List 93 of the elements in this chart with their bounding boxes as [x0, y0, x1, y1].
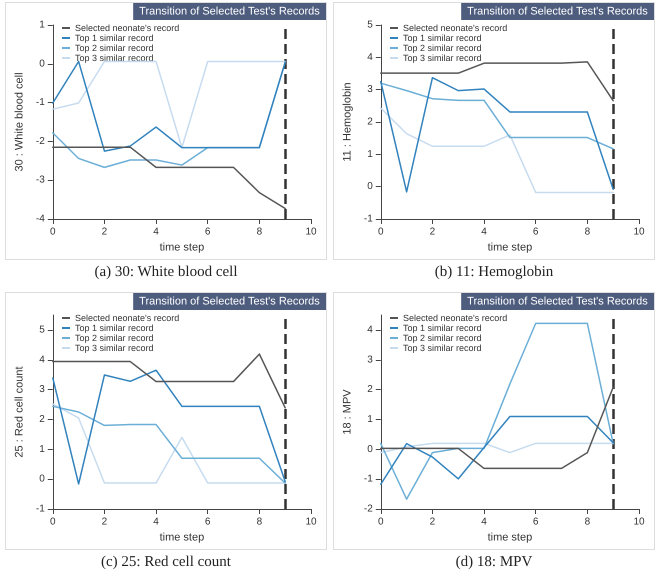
- x-tick-label: 2: [430, 516, 436, 528]
- legend-label: Selected neonate's record: [403, 313, 508, 323]
- x-axis-title: time step: [160, 241, 204, 254]
- x-tick-label: 10: [305, 226, 317, 238]
- x-tick-label: 4: [481, 226, 488, 238]
- x-tick-label: 0: [378, 516, 384, 528]
- y-tick-label: 0: [39, 58, 46, 70]
- legend-label: Top 3 similar record: [75, 53, 154, 63]
- legend-label: Selected neonate's record: [75, 23, 180, 33]
- legend-label: Top 1 similar record: [403, 323, 482, 333]
- line-series: [380, 61, 614, 102]
- x-tick-label: 8: [584, 516, 591, 528]
- y-tick-label: -1: [364, 214, 374, 224]
- x-tick-label: 0: [50, 516, 56, 528]
- chart-title: Transition of Selected Test's Records: [467, 296, 648, 308]
- y-tick-label: 5: [367, 20, 374, 30]
- x-tick-label: 0: [378, 226, 384, 238]
- line-series: [380, 82, 614, 150]
- legend-label: Top 1 similar record: [75, 323, 154, 333]
- line-series: [52, 146, 286, 210]
- line-series: [52, 369, 286, 485]
- legend-label: Top 3 similar record: [403, 53, 482, 63]
- y-tick-label: -2: [36, 136, 46, 147]
- legend-label: Top 2 similar record: [75, 333, 154, 343]
- y-tick-label: 0: [39, 474, 46, 485]
- y-tick-label: -2: [364, 504, 374, 514]
- x-axis-title: time step: [160, 531, 204, 544]
- text: (d) 18: MPV: [454, 554, 534, 571]
- y-tick-label: 2: [367, 116, 374, 128]
- y-axis-title: 11 : Hemoglobin: [342, 82, 354, 162]
- text: (c) 25: Red cell count: [100, 554, 232, 571]
- line-series: [380, 107, 614, 194]
- x-tick-label: 10: [305, 516, 317, 528]
- x-tick-label: 6: [204, 516, 211, 528]
- y-tick-label: 1: [39, 20, 46, 30]
- x-tick-label: 2: [102, 226, 108, 238]
- x-tick-label: 4: [481, 516, 488, 528]
- x-tick-label: 6: [532, 516, 539, 528]
- y-tick-label: 4: [39, 354, 46, 366]
- legend-label: Top 3 similar record: [75, 343, 154, 353]
- y-tick-label: 2: [367, 384, 374, 396]
- y-tick-label: 4: [367, 324, 374, 336]
- legend-label: Top 2 similar record: [403, 43, 482, 53]
- chart-title: Transition of Selected Test's Records: [467, 6, 648, 18]
- legend-label: Top 2 similar record: [75, 43, 154, 53]
- y-axis-title: 30 : White blood cell: [14, 72, 26, 172]
- y-tick-label: -3: [36, 174, 46, 186]
- y-tick-label: 3: [39, 384, 46, 396]
- y-tick-label: -1: [36, 97, 46, 108]
- y-tick-label: 4: [367, 52, 374, 63]
- y-tick-label: -1: [36, 504, 46, 514]
- x-tick-label: 10: [633, 516, 645, 528]
- x-tick-label: 8: [256, 226, 263, 238]
- x-tick-label: 6: [532, 226, 539, 238]
- y-tick-label: 5: [39, 324, 46, 336]
- x-tick-label: 0: [50, 226, 56, 238]
- y-tick-label: 0: [367, 444, 374, 455]
- chart-title: Transition of Selected Test's Records: [139, 6, 320, 18]
- line-series: [52, 353, 286, 409]
- x-tick-label: 4: [153, 516, 160, 528]
- legend-label: Selected neonate's record: [403, 23, 508, 33]
- x-axis-title: time step: [488, 241, 532, 254]
- y-tick-label: 1: [367, 148, 374, 160]
- y-tick-label: 2: [39, 414, 46, 425]
- legend-label: Selected neonate's record: [75, 313, 180, 323]
- x-tick-label: 10: [633, 226, 645, 238]
- y-axis-title: 18 : MPV: [342, 388, 354, 435]
- y-tick-label: 3: [367, 354, 374, 366]
- text: (a) 30: White blood cell: [93, 264, 238, 281]
- y-tick-label: 3: [367, 84, 374, 96]
- x-tick-label: 6: [204, 226, 211, 238]
- y-tick-label: 1: [367, 414, 374, 425]
- x-tick-label: 2: [102, 516, 108, 528]
- legend-label: Top 2 similar record: [403, 333, 482, 343]
- x-tick-label: 4: [153, 226, 160, 238]
- text: (b) 11: Hemoglobin: [434, 264, 554, 281]
- x-axis-title: time step: [488, 531, 532, 544]
- x-tick-label: 2: [430, 226, 436, 238]
- legend-label: Top 3 similar record: [403, 343, 482, 353]
- chart-title: Transition of Selected Test's Records: [139, 296, 320, 308]
- x-tick-label: 8: [584, 226, 591, 238]
- line-series: [380, 416, 614, 485]
- legend-label: Top 1 similar record: [75, 33, 154, 43]
- y-tick-label: 1: [39, 444, 46, 455]
- y-tick-label: -4: [36, 214, 46, 224]
- line-series: [380, 76, 614, 193]
- x-tick-label: 8: [256, 516, 263, 528]
- y-tick-label: 0: [367, 181, 374, 192]
- line-series: [380, 322, 614, 500]
- legend-label: Top 1 similar record: [403, 33, 482, 43]
- y-tick-label: -1: [364, 474, 374, 485]
- line-series: [380, 386, 614, 470]
- y-axis-title: 25 : Red cell count: [14, 366, 26, 458]
